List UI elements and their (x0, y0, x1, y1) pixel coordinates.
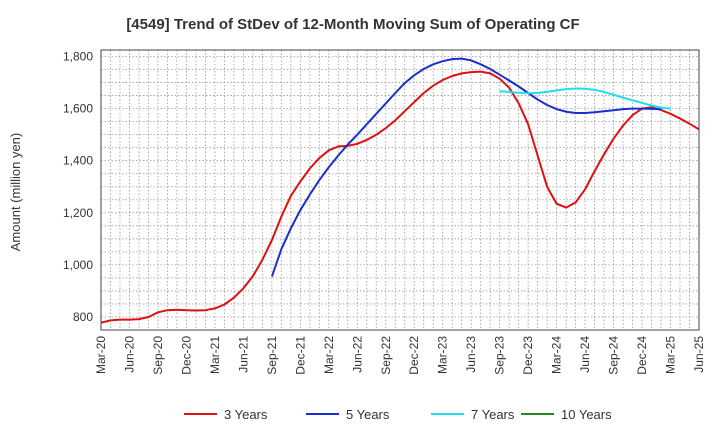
legend: 3 Years 5 Years 7 Years 10 Years (184, 407, 612, 422)
x-tick-label: Dec-23 (521, 336, 535, 375)
x-tick-label: Dec-24 (635, 336, 649, 375)
x-tick-label: Jun-20 (122, 336, 136, 373)
x-tick-label: Dec-22 (407, 336, 421, 375)
x-tick-label: Jun-22 (350, 336, 364, 373)
x-tick-label: Dec-20 (179, 336, 193, 375)
y-axis-ticks: 800 1,000 1,200 1,400 1,600 1,800 (63, 50, 93, 324)
series-line-3-years (100, 70, 700, 324)
x-tick-label: Sep-24 (607, 336, 621, 375)
x-tick-label: Mar-25 (664, 336, 678, 374)
chart-title: [4549] Trend of StDev of 12-Month Moving… (126, 16, 579, 33)
x-tick-label: Sep-20 (151, 336, 165, 375)
x-axis-ticks: Mar-20 Jun-20 Sep-20 Dec-20 Mar-21 Jun-21 Sep-… (94, 336, 706, 375)
x-tick-label: Dec-21 (293, 336, 307, 375)
x-tick-label: Mar-22 (322, 336, 336, 374)
legend-label: 5 Years (346, 407, 390, 422)
x-tick-label: Jun-21 (236, 336, 250, 373)
legend-label: 3 Years (224, 407, 268, 422)
series-line-7-years (499, 87, 671, 110)
series-layer (100, 57, 700, 324)
y-tick-label: 1,800 (63, 50, 93, 64)
x-tick-label: Sep-23 (493, 336, 507, 375)
y-tick-label: 1,600 (63, 102, 93, 116)
x-tick-label: Jun-24 (578, 336, 592, 373)
legend-label: 7 Years (471, 407, 515, 422)
y-tick-label: 1,200 (63, 206, 93, 220)
y-tick-label: 1,400 (63, 154, 93, 168)
y-tick-label: 800 (73, 310, 93, 324)
legend-label: 10 Years (561, 407, 612, 422)
x-tick-label: Mar-21 (208, 336, 222, 374)
x-tick-label: Jun-25 (692, 336, 706, 373)
x-tick-label: Jun-23 (464, 336, 478, 373)
x-tick-label: Mar-23 (436, 336, 450, 374)
x-tick-label: Mar-20 (94, 336, 108, 374)
y-axis-label: Amount (million yen) (8, 133, 23, 252)
series-line-5-years (270, 57, 662, 277)
x-tick-label: Sep-21 (265, 336, 279, 375)
grid (101, 50, 699, 330)
y-tick-label: 1,000 (63, 258, 93, 272)
x-tick-label: Sep-22 (379, 336, 393, 375)
plot-frame (100, 49, 700, 331)
x-tick-label: Mar-24 (550, 336, 564, 374)
